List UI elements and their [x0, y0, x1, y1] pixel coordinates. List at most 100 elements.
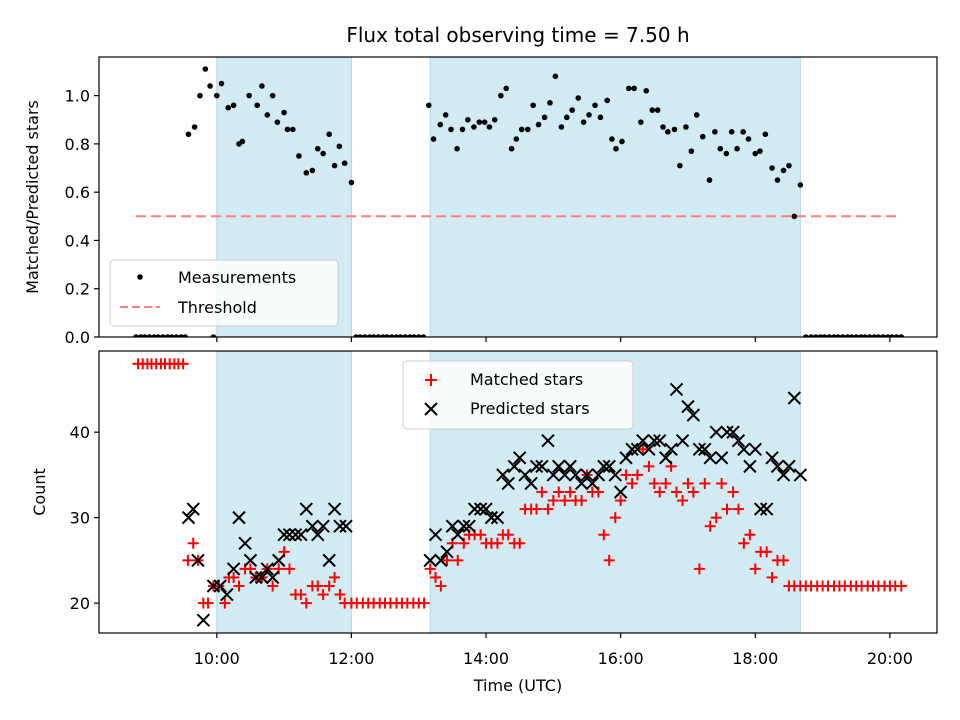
- measurement-point: [486, 124, 493, 130]
- measurement-point: [155, 334, 162, 337]
- predicted-point: [440, 545, 454, 559]
- legend-matched-marker: [425, 374, 437, 386]
- measurement-point: [604, 97, 610, 104]
- measurement-point: [780, 167, 787, 174]
- predicted-point: [333, 519, 347, 533]
- predicted-point: [659, 451, 673, 465]
- measurement-point: [580, 119, 587, 125]
- measurement-point: [426, 102, 432, 109]
- matched-point: [626, 477, 638, 489]
- matched-point: [598, 529, 610, 541]
- matched-point: [738, 537, 750, 549]
- predicted-point: [770, 459, 785, 474]
- measurement-point: [654, 107, 661, 113]
- measurement-point: [875, 334, 882, 337]
- predicted-point: [692, 442, 707, 456]
- matched-point: [435, 580, 447, 592]
- matched-point: [727, 486, 739, 498]
- measurement-point: [274, 119, 281, 125]
- measurement-point: [320, 150, 326, 157]
- matched-point: [895, 580, 907, 592]
- measurement-point: [397, 334, 404, 337]
- measurement-point: [430, 136, 437, 142]
- predicted-point: [277, 528, 291, 542]
- shaded-interval: [216, 351, 352, 633]
- legend-threshold-label: Threshold: [177, 298, 257, 317]
- measurement-point: [688, 148, 695, 154]
- measurement-point: [649, 107, 656, 113]
- measurement-point: [185, 131, 192, 138]
- measurement-point: [476, 119, 483, 125]
- measurement-point: [498, 92, 504, 99]
- measurement-point: [625, 85, 632, 92]
- predicted-point: [613, 485, 628, 499]
- measurement-point: [586, 112, 592, 118]
- y-tick-label: 40: [70, 423, 90, 442]
- predicted-point: [568, 468, 583, 482]
- measurement-point: [146, 334, 153, 337]
- matched-point: [334, 589, 346, 601]
- predicted-point: [664, 442, 678, 456]
- measurement-point: [420, 334, 427, 337]
- measurement-point: [375, 334, 382, 337]
- legend-predicted-label: Predicted stars: [470, 399, 590, 418]
- ratio-legend-box: [109, 259, 339, 327]
- predicted-point: [563, 459, 577, 474]
- matched-point: [749, 563, 761, 575]
- matched-point: [300, 597, 312, 609]
- measurement-point: [693, 112, 700, 118]
- predicted-point: [479, 502, 493, 516]
- predicted-point: [423, 553, 437, 568]
- predicted-point: [625, 442, 639, 456]
- matched-point: [699, 477, 711, 489]
- predicted-point: [260, 562, 274, 576]
- predicted-point: [642, 442, 656, 456]
- measurement-point: [518, 126, 525, 133]
- predicted-point: [608, 468, 622, 482]
- predicted-point: [782, 459, 796, 474]
- matched-point: [228, 571, 240, 583]
- count-y-ticks: 20 30 40: [70, 423, 99, 613]
- measurement-point: [454, 145, 460, 152]
- matched-point: [609, 512, 621, 524]
- matched-point: [283, 563, 295, 575]
- predicted-point: [445, 519, 460, 533]
- measurement-point: [575, 95, 582, 101]
- predicted-point: [282, 528, 297, 542]
- matched-point: [424, 563, 436, 575]
- predicted-point: [720, 425, 734, 439]
- measurement-point: [613, 145, 619, 152]
- measurement-point: [210, 334, 217, 337]
- measurement-point: [402, 334, 409, 337]
- x-axis-title: Time (UTC): [473, 676, 562, 695]
- chart-title: Flux total observing time = 7.50 h: [346, 23, 689, 47]
- matched-point: [732, 503, 744, 515]
- count-legend-box: [402, 360, 634, 430]
- measurement-point: [740, 129, 746, 135]
- ratio-legend: Measurements Threshold: [109, 259, 339, 327]
- measurement-point: [813, 334, 819, 337]
- matched-point: [542, 503, 554, 515]
- measurement-point: [388, 334, 395, 337]
- predicted-point: [529, 459, 544, 474]
- matched-point: [441, 554, 453, 566]
- predicted-point: [669, 382, 684, 397]
- measurement-point: [218, 80, 225, 87]
- measurement-point: [893, 334, 900, 337]
- ratio-panel-shading: [216, 57, 801, 337]
- measurement-point: [481, 119, 488, 125]
- predicted-point: [619, 451, 633, 465]
- measurement-point: [677, 162, 683, 169]
- legend-measurements-marker: [137, 274, 143, 280]
- measurement-point: [437, 121, 444, 128]
- predicted-point: [316, 519, 330, 533]
- predicted-point: [490, 510, 505, 525]
- measurement-point: [182, 334, 188, 337]
- predicted-point: [541, 434, 555, 448]
- measurement-point: [723, 150, 730, 157]
- measurement-point: [660, 124, 666, 130]
- matched-point: [615, 495, 627, 507]
- measurement-point: [168, 334, 175, 337]
- predicted-point: [255, 570, 269, 585]
- measurement-point: [191, 124, 198, 130]
